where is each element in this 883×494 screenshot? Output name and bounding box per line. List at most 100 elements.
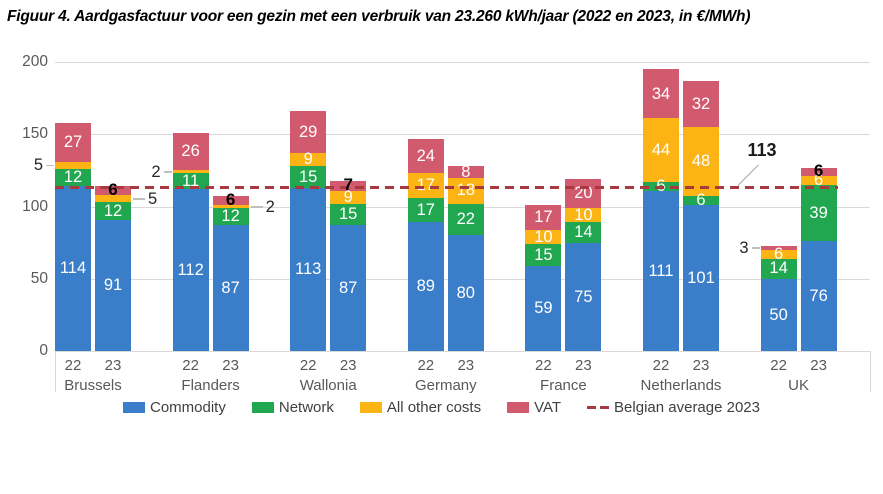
bar-segment: 17 (407, 173, 444, 198)
segment-value-label: 112 (177, 260, 204, 279)
bar: 91 12 (95, 186, 131, 351)
callout-leader-line (250, 206, 263, 208)
country-label: UK (788, 377, 810, 394)
bar-segment: 10 (525, 229, 562, 245)
segment-value-label: 113 (295, 260, 322, 279)
segment-value-label: 9 (343, 187, 353, 206)
y-tick-label: 200 (22, 53, 48, 70)
year-label: 23 (575, 357, 592, 374)
bar-segment: 14 (565, 222, 602, 243)
bar: 76 39 6 (800, 167, 837, 351)
bar: 87 12 (212, 196, 249, 351)
bar: 114 12 27 (55, 122, 91, 351)
year-label: 23 (339, 357, 357, 374)
country-label: Flanders (181, 377, 240, 394)
segment-value-label: 76 (809, 286, 828, 305)
segment-value-label: 17 (534, 208, 553, 227)
bar-segment: 8 (447, 164, 484, 180)
segment-value-label: 12 (63, 168, 83, 187)
callout-leader-line (46, 164, 54, 167)
segment-value-label: 12 (221, 207, 240, 226)
year-label: 22 (299, 357, 317, 374)
segment-value-label: 18 (456, 181, 475, 200)
legend-item: Belgian average 2023 (587, 399, 760, 416)
segment-value-label: 32 (691, 94, 711, 113)
bar-segment: 75 (565, 242, 602, 351)
bar-segment: 10 (565, 207, 602, 223)
segment-callout-label: 2 (265, 197, 275, 216)
bar-segment: 15 (525, 244, 562, 266)
segment-callout-label: 2 (151, 162, 161, 181)
legend-swatch-icon (507, 402, 530, 413)
bar-segment: 59 (525, 265, 562, 351)
year-label: 22 (770, 357, 787, 374)
segment-value-label: 48 (691, 152, 711, 171)
y-tick-label: 100 (22, 197, 48, 215)
segment-value-label: 11 (182, 171, 200, 190)
segment-value-label: 27 (63, 132, 83, 151)
bar-segment: 91 (95, 219, 131, 351)
segment-value-label: 91 (103, 275, 123, 294)
segment-value-label: 87 (221, 278, 240, 297)
segment-value-label: 50 (769, 305, 788, 324)
bar-segment: 14 (760, 258, 797, 279)
segment-value-label-black: 6 (225, 189, 236, 209)
year-label: 23 (810, 357, 827, 374)
callout-leader-line (751, 247, 760, 249)
segment-value-label: 15 (299, 167, 318, 186)
bar-segment: 80 (447, 235, 484, 351)
axis-edge-tick (870, 351, 871, 392)
bar: 80 22 18 8 (447, 164, 484, 351)
segment-value-label-black: 7 (343, 174, 353, 194)
legend-dash-segment (587, 406, 597, 409)
bar: 113 15 9 29 (290, 111, 327, 351)
bar-segment: 87 (212, 225, 249, 351)
bar-segment: 11 (172, 171, 209, 190)
bar: 89 17 17 24 (407, 138, 444, 351)
bar-segment: 6 (800, 172, 837, 188)
bar-segment: 89 (407, 222, 444, 351)
bar: 111 6 44 34 (643, 69, 679, 351)
bar-segment: 9 (330, 187, 367, 206)
bar-segment (212, 196, 249, 206)
belgian-average-line (55, 186, 838, 190)
segment-value-label-black: 6 (108, 179, 118, 199)
legend-swatch-icon (359, 402, 382, 413)
segment-value-label: 29 (299, 122, 318, 141)
annotation-leader-line (737, 164, 759, 186)
bar-segment: 18 (447, 177, 484, 204)
segment-value-label: 24 (416, 146, 435, 165)
legend-item: Commodity (123, 399, 226, 416)
bar: 50 14 6 (760, 245, 797, 351)
legend-swatch-icon (123, 402, 145, 413)
country-label: Brussels (64, 377, 122, 394)
bar-segment: 87 (330, 225, 367, 351)
country-label: Germany (414, 377, 477, 394)
segment-callout-label: 5 (33, 156, 43, 175)
country-label: Netherlands (640, 377, 722, 394)
bar-segment: 12 (95, 202, 131, 220)
legend: Commodity Network All other costs VAT Belgia… (0, 399, 883, 416)
bar-segment: 26 (172, 132, 209, 171)
segment-value-label: 15 (534, 245, 553, 264)
gridline (55, 351, 870, 352)
bar: 112 11 26 (172, 132, 209, 351)
bar-segment: 6 (760, 246, 797, 262)
legend-swatch-icon (251, 402, 274, 413)
bar-segment (172, 170, 209, 174)
segment-value-label: 6 (774, 244, 784, 263)
y-tick-label: 150 (22, 125, 48, 143)
segment-value-label: 34 (651, 84, 671, 103)
gridline (55, 134, 870, 136)
bar: 87 15 9 (330, 180, 367, 351)
bar-segment (95, 194, 131, 203)
bar-segment: 39 (800, 184, 837, 242)
legend-label: Commodity (150, 399, 226, 416)
bar-segment: 15 (330, 203, 367, 226)
bar-segment: 27 (55, 122, 91, 162)
legend-dash-segment (600, 406, 610, 409)
legend-label: Network (278, 399, 334, 416)
country-label: Wallonia (299, 377, 357, 394)
bar-segment: 22 (447, 203, 484, 236)
bar: 101 6 48 32 (683, 80, 719, 351)
